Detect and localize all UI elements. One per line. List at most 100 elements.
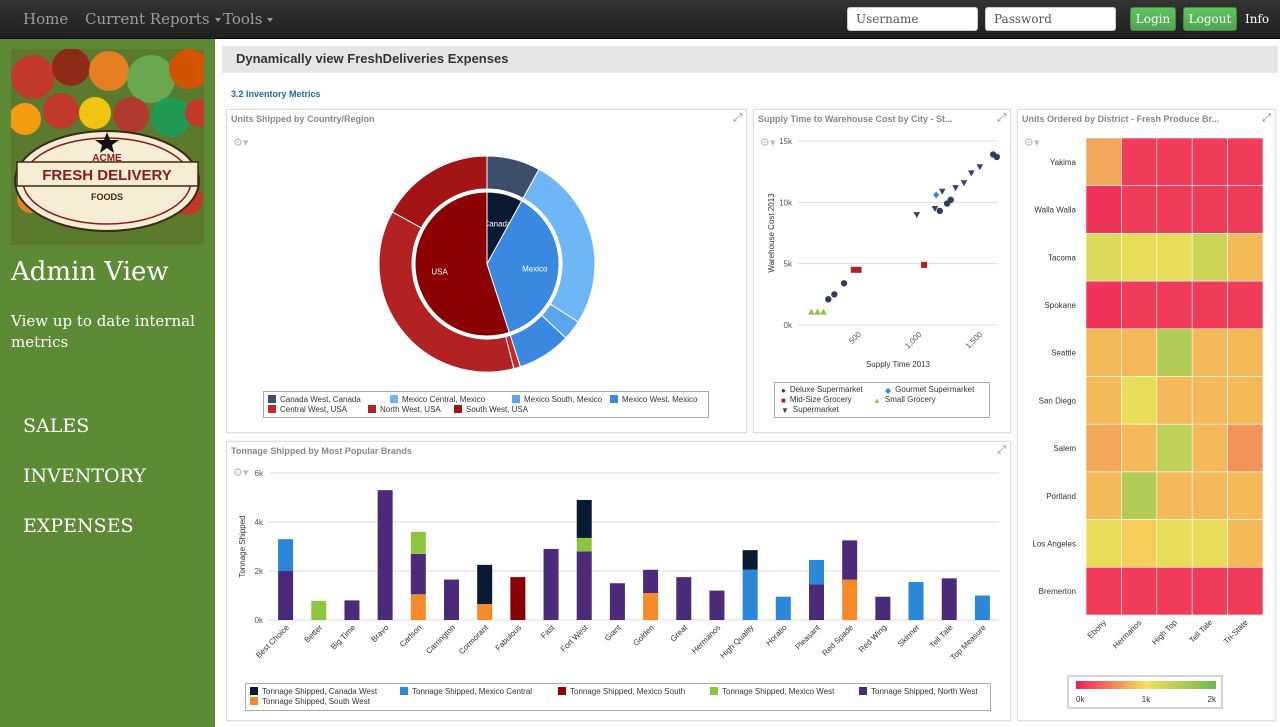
x-tick-label: 500 [847, 330, 863, 346]
legend-swatch [400, 687, 408, 695]
bar-segment [278, 571, 294, 620]
heatmap-cell [1085, 233, 1122, 282]
color-scale-label: 0k [1076, 695, 1085, 704]
legend-item[interactable]: Tonnage Shipped, Mexico Central [400, 687, 532, 696]
heatmap-cell [1156, 471, 1193, 520]
x-tick-label: Carlson [398, 623, 424, 649]
bar-segment [278, 539, 294, 571]
gear-icon[interactable]: ⚙▾ [233, 137, 249, 149]
row-label: Portland [1046, 492, 1076, 501]
heatmap-cell [1121, 233, 1158, 282]
bar-segment [809, 584, 824, 620]
legend-item[interactable]: Canada West, Canada [268, 395, 361, 404]
row-label: Seattle [1051, 349, 1076, 358]
legend-label: Mexico West, Mexico [622, 395, 698, 404]
legend-swatch: ▲ [873, 396, 881, 405]
color-scale-label: 2k [1208, 695, 1217, 704]
legend-item[interactable]: Mexico Central, Mexico [390, 395, 485, 404]
legend-item[interactable]: Tonnage Shipped, Mexico South [558, 687, 685, 696]
username-input[interactable] [847, 7, 978, 31]
info-link[interactable]: Info [1245, 12, 1270, 26]
gear-icon[interactable]: ⚙▾ [760, 137, 776, 149]
top-navbar: Home Current Reports Tools Login Logout … [0, 0, 1280, 39]
gear-icon[interactable]: ⚙▾ [233, 467, 249, 479]
sidebar-item-expenses[interactable]: EXPENSES [23, 515, 134, 537]
pie-chart-panel: Units Shipped by Country/Region ⚙▾ ⤢ Can… [226, 109, 747, 433]
panel-title: Supply Time to Warehouse Cost by City - … [758, 114, 953, 124]
column-label: High Top [1150, 618, 1179, 647]
data-point [820, 308, 827, 315]
heatmap-cell [1227, 423, 1264, 473]
legend-label: Tonnage Shipped, Canada West [262, 687, 378, 696]
y-tick-label: 10k [779, 198, 793, 207]
expand-icon[interactable]: ⤢ [733, 112, 742, 124]
nav-tools-dropdown[interactable]: Tools [223, 0, 274, 38]
legend-item[interactable]: Mexico West, Mexico [610, 395, 697, 404]
nav-home-link[interactable]: Home [23, 10, 69, 28]
x-tick-label: High Quality [718, 623, 755, 660]
x-tick-label: Horatio [764, 623, 789, 648]
nav-current-reports-dropdown[interactable]: Current Reports [85, 0, 221, 38]
expand-icon[interactable]: ⤢ [1262, 112, 1271, 124]
heatmap-cell [1191, 280, 1228, 330]
bar-segment [842, 579, 858, 620]
heatmap-cell [1156, 185, 1193, 234]
legend-item[interactable]: South West, USA [454, 405, 528, 414]
gear-icon[interactable]: ⚙▾ [1024, 137, 1040, 149]
bar-segment [742, 550, 758, 570]
heatmap-cell [1085, 328, 1122, 377]
legend-swatch [250, 697, 258, 705]
logout-button[interactable]: Logout [1183, 7, 1237, 31]
legend-item[interactable]: Central West, USA [268, 405, 347, 414]
heatmap-cell [1085, 471, 1122, 520]
bar-segment [543, 548, 559, 620]
expand-icon[interactable]: ⤢ [997, 112, 1006, 124]
y-tick-label: 15k [779, 137, 793, 146]
legend-item[interactable]: Tonnage Shipped, Mexico West [710, 687, 834, 696]
heatmap-cell [1227, 185, 1264, 234]
x-tick-label: Skinner [896, 623, 922, 649]
page-header: Dynamically view FreshDeliveries Expense… [222, 46, 1278, 73]
x-tick-label: 1,500 [964, 330, 985, 351]
x-tick-label: Carrington [424, 623, 457, 656]
heatmap-cell [1227, 233, 1264, 282]
heatmap-cell [1121, 185, 1158, 234]
bar-segment [842, 540, 858, 580]
x-tick-label: Tell Tale [928, 623, 955, 650]
login-button[interactable]: Login [1130, 7, 1176, 31]
legend-item[interactable]: ● Deluxe Supermarket [781, 385, 863, 395]
legend-label: Tonnage Shipped, Mexico West [722, 687, 835, 696]
data-point [938, 188, 946, 195]
bar-segment [410, 531, 426, 554]
legend-item[interactable]: ▲ Small Grocery [873, 395, 936, 405]
legend-item[interactable]: Tonnage Shipped, South West [250, 697, 370, 706]
heatmap-cell [1121, 519, 1158, 568]
heatmap-cell [1156, 137, 1193, 187]
heatmap-cell [1191, 137, 1228, 187]
legend-swatch [390, 395, 398, 403]
x-tick-label: Giant [603, 623, 623, 643]
legend-item[interactable]: North West, USA [368, 405, 441, 414]
bar-segment [643, 569, 659, 594]
x-tick-label: Red Spade [820, 623, 855, 658]
password-input[interactable] [985, 7, 1116, 31]
heatmap-cell [1191, 185, 1228, 234]
legend-item[interactable]: ◆ Gourmet Supermarket [885, 385, 974, 395]
expand-icon[interactable]: ⤢ [997, 444, 1006, 456]
legend-item[interactable]: Tonnage Shipped, North West [859, 687, 978, 696]
heatmap-cell [1121, 566, 1158, 616]
y-tick-label: 4k [255, 518, 264, 527]
legend-item[interactable]: ■ Mid-Size Grocery [781, 395, 852, 405]
legend-item[interactable]: ▼ Supermarket [781, 405, 839, 415]
legend-label: Mexico South, Mexico [524, 395, 603, 404]
pie-chart: Canada Mexico USA [378, 155, 596, 373]
legend-item[interactable]: Tonnage Shipped, Canada West [250, 687, 377, 696]
column-label: Tell Tale [1188, 618, 1215, 645]
row-label: Salem [1053, 444, 1076, 453]
legend-item[interactable]: Mexico South, Mexico [512, 395, 602, 404]
sidebar-item-inventory[interactable]: INVENTORY [23, 465, 146, 487]
heatmap-cell [1191, 519, 1228, 568]
y-axis-label: Warehouse Cost 2013 [767, 193, 776, 273]
sidebar-item-sales[interactable]: SALES [23, 415, 90, 437]
heatmap-cell [1227, 471, 1264, 520]
